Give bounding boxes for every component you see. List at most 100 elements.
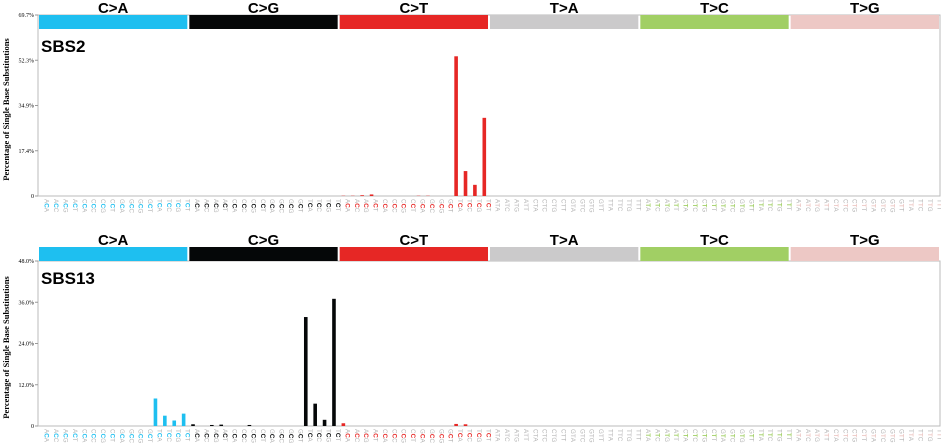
x-tick-label: TCT [334,429,341,441]
x-tick-label: GCT [296,429,303,442]
band-label: T>C [700,0,729,17]
bar [163,415,167,426]
x-tick-label: CCT [108,429,115,442]
x-tick-label: CCC [390,429,397,443]
x-tick-label: CTA [832,429,839,442]
bar [341,423,346,426]
x-tick-label: GTG [588,199,595,213]
x-tick-label: ATT [823,199,830,211]
x-tick-label: CTA [531,429,538,442]
band-label: T>C [700,232,729,249]
x-tick-label: GTC [578,199,585,213]
x-tick-label: ATG [813,199,820,212]
x-tick-label: ACC [52,429,59,443]
bar [473,184,477,196]
panel-title: SBS13 [41,269,95,288]
x-tick-label: GTC [729,199,736,213]
x-tick-label: TTA [907,429,914,442]
x-tick-label: ACA [343,429,350,443]
x-tick-label: ACT [221,429,228,442]
y-tick-label: 52.3% [19,58,35,64]
bar [463,424,468,426]
x-tick-label: ATG [813,429,820,442]
panel-sbs2: C>A C>G C>T T>A T>C T>G 0 17.4% 34.9% 52.3% 69.7% P… [1,0,941,213]
band-label: T>G [850,232,880,249]
x-tick-label: TTC [616,429,623,442]
band-CtoT [339,15,488,29]
bar [247,424,252,426]
x-tick-label: GCG [437,429,444,443]
band-TtoA [490,15,639,29]
x-tick-label: TTG [926,199,933,212]
x-tick-label: ATA [644,429,651,442]
band-label: C>T [399,232,428,249]
x-tick-label: GCT [447,429,454,442]
x-tick-label: GTT [898,429,905,442]
panel-title: SBS2 [41,37,85,56]
y-tick-label: 34.9% [19,104,35,110]
x-tick-label: GCT [296,199,303,212]
x-tick-label: TCC [466,199,473,212]
x-tick-label: ACT [372,429,379,442]
x-tick-label: TCC [165,199,172,212]
x-tick-label: CTC [691,199,698,212]
band-label: C>G [248,232,279,249]
x-tick-label: CTA [682,429,689,442]
band-CtoA [39,247,188,261]
x-tick-label: CCG [400,429,407,443]
x-tick-label: TCT [184,199,191,211]
x-tick-label: CTT [710,199,717,211]
band-TtoC [640,15,789,29]
x-tick-label: GCC [127,199,134,213]
x-tick-label: GCA [268,429,275,443]
x-tick-label: ATT [672,429,679,441]
x-tick-label: GCG [137,199,144,213]
band-CtoA [39,15,188,29]
x-tick-label: GTA [569,199,576,213]
x-tick-label: ATA [794,199,801,212]
x-tick-label: CCC [240,199,247,213]
x-tick-label: TCA [155,199,162,212]
x-tick-label: TTA [606,199,613,212]
band-label: T>A [550,0,579,17]
x-tick-label: ATC [653,199,660,212]
x-tick-label: CCG [400,199,407,213]
x-tick-label: TTC [917,429,924,442]
x-tick-label: CTT [710,429,717,441]
x-tick-label: ACT [372,199,379,212]
x-tick-label: ATA [794,429,801,442]
x-tick-label: ATC [804,199,811,212]
x-tick-label: TTC [766,199,773,212]
x-tick-label: GTT [597,429,604,442]
x-tick-label: CTA [682,199,689,212]
x-tick-label: TCA [155,429,162,442]
x-tick-label: TCC [315,199,322,212]
x-tick-label: GTC [879,429,886,443]
x-tick-label: TTT [635,199,642,211]
x-tick-label: ATG [512,199,519,212]
x-tick-label: CCA [80,429,87,443]
x-tick-label: GCG [137,429,144,443]
x-tick-label: GCA [118,429,125,443]
x-tick-label: CTT [860,429,867,441]
x-tick-label: ATA [494,199,501,212]
x-tick-label: TCT [484,199,491,211]
x-tick-label: CTG [851,199,858,212]
bar [332,298,336,426]
x-tick-label: CCT [108,199,115,212]
x-tick-label: ATC [653,429,660,442]
x-tick-label: TCA [306,199,313,212]
x-tick-label: GTG [738,199,745,213]
x-tick-label: ATT [522,429,529,441]
y-tick-label: 69.7% [19,13,35,19]
x-tick-label: CCG [249,199,256,213]
x-tick-label: GTA [719,429,726,443]
x-tick-label: CCA [381,429,388,443]
band-TtoG [790,247,939,261]
x-tick-label: GCT [146,429,153,442]
x-tick-label: TTG [625,199,632,212]
y-tick-label: 48.0% [19,259,35,265]
y-tick-label: 0 [31,194,34,200]
y-tick-label: 17.4% [19,149,35,155]
bar [303,317,308,426]
